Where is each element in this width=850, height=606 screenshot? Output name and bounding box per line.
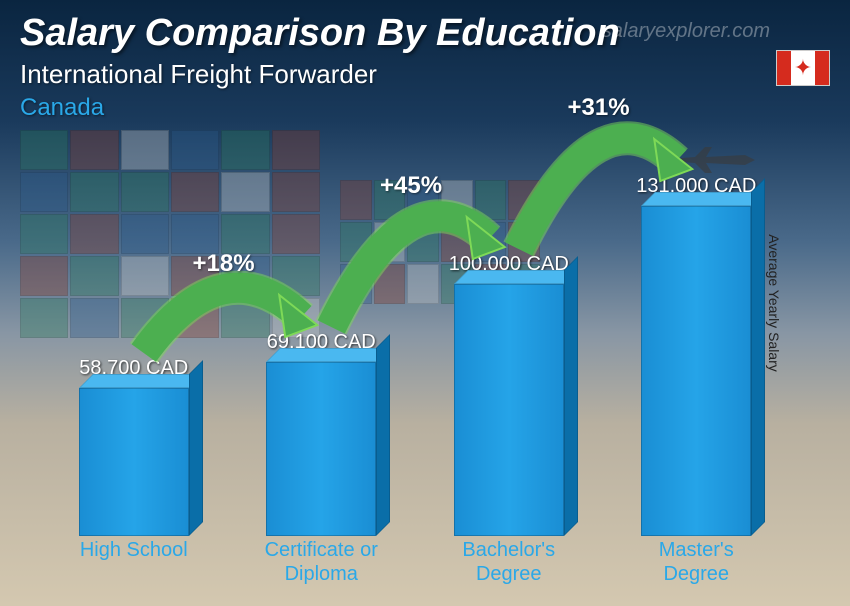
increase-arc: +31% <box>40 140 790 536</box>
x-labels: High SchoolCertificate orDiplomaBachelor… <box>40 538 790 586</box>
page-subtitle: International Freight Forwarder <box>20 59 620 90</box>
page-title: Salary Comparison By Education <box>20 12 620 55</box>
salary-chart: 58,700 CAD 69,100 CAD 100,000 CAD 131,00… <box>40 140 790 586</box>
x-label: Bachelor'sDegree <box>415 538 603 586</box>
country-label: Canada <box>20 94 620 122</box>
header: Salary Comparison By Education Internati… <box>20 12 620 122</box>
y-axis-label: Average Yearly Salary <box>765 234 781 372</box>
x-label: Certificate orDiploma <box>228 538 416 586</box>
x-label: High School <box>40 538 228 586</box>
canada-flag-icon: ✦ <box>776 50 830 86</box>
maple-leaf-icon: ✦ <box>794 57 812 79</box>
x-label: Master'sDegree <box>603 538 791 586</box>
watermark: salaryexplorer.com <box>602 20 770 43</box>
